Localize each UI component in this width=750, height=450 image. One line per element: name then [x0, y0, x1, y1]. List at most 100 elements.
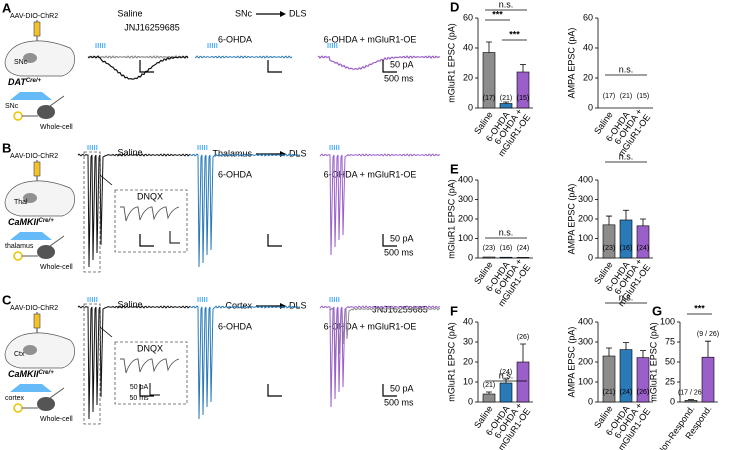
error-bar [503, 101, 509, 104]
brain-outline [4, 40, 76, 77]
recording-label: Whole-cell [40, 264, 73, 271]
scale-y-label: 50 pA [390, 233, 414, 243]
electrode [49, 387, 65, 399]
y-tick-label: 75 [665, 336, 675, 346]
error-bar [606, 347, 612, 356]
y-tick-label: 100 [578, 233, 593, 243]
scale-bar [139, 60, 154, 73]
y-tick-label: 200 [578, 213, 593, 223]
condition-label: 6-OHDA [218, 321, 252, 331]
y-tick-label: 400 [578, 174, 593, 184]
inset-scale-y: 50 pA [130, 384, 149, 391]
terminal [13, 403, 23, 413]
y-tick-label: 40 [463, 42, 473, 52]
bar [516, 71, 530, 109]
sig-label: n.s. [619, 292, 634, 302]
scale-x-label: 500 ms [384, 73, 414, 83]
n-label: (21) [620, 93, 632, 100]
scale-bar [139, 234, 154, 247]
condition-label: 6-OHDA [218, 34, 252, 44]
n-label: (24) [620, 389, 632, 396]
panel-letter: G [652, 303, 662, 318]
n-label: (17) [483, 95, 495, 102]
virus-label: AAV-DIO-ChR2 [10, 305, 58, 312]
cell [37, 245, 55, 259]
sig-label: *** [694, 303, 705, 313]
n-label: (24) [637, 245, 649, 252]
mouse-sup: Cre/+ [26, 78, 42, 84]
y-tick-label: 0 [588, 396, 593, 406]
condition-label: 6-OHDA + mGluR1-OE [324, 169, 417, 179]
virus-label: AAV-DIO-ChR2 [10, 153, 58, 160]
error-bar [640, 350, 646, 358]
y-tick-label: 50 [665, 356, 675, 366]
y-tick-label: 0 [468, 396, 473, 406]
pathway-from: Cortex [225, 300, 252, 310]
bar [636, 225, 650, 259]
zoom-line [99, 174, 113, 186]
n-label: (15) [637, 93, 649, 100]
light-cone [10, 232, 52, 240]
panel-letter: C [2, 292, 12, 307]
y-tick-label: 100 [660, 316, 675, 326]
mouse-line: CaMKIICre/+ [8, 369, 54, 379]
n-label: (21) [603, 389, 615, 396]
n-label: (24) [517, 245, 529, 252]
y-tick-label: 400 [458, 174, 473, 184]
y-axis-label: mGluR1 EPSC (pA) [446, 23, 456, 103]
panel-letter: B [2, 140, 11, 155]
arrow-head [280, 11, 286, 17]
n-label: (17 / 26) [678, 389, 704, 396]
n-label: (23) [483, 245, 495, 252]
condition-label: Saline [117, 299, 142, 309]
y-tick-label: 300 [578, 336, 593, 346]
stim-site-label: cortex [5, 395, 25, 402]
error-bar [520, 64, 526, 72]
recording-label: Whole-cell [40, 124, 73, 131]
trace-oe [319, 153, 441, 256]
sig-label: *** [509, 29, 520, 39]
trace-6ohda [189, 305, 301, 420]
trace-saline [87, 55, 189, 80]
scale-y-label: 50 pA [390, 59, 414, 69]
condition-label: 6-OHDA + mGluR1-OE [324, 34, 417, 44]
y-tick-label: 0 [670, 396, 675, 406]
scale-y-label: 50 pA [390, 383, 414, 393]
y-tick-label: 400 [578, 316, 593, 326]
bar [516, 257, 530, 259]
y-tick-label: 0 [588, 102, 593, 112]
condition-label: Saline [117, 147, 142, 157]
bar [482, 393, 496, 403]
mouse-line: DATCre/+ [8, 77, 42, 87]
stim-site-label: thalamus [5, 243, 34, 250]
n-label: (16) [500, 245, 512, 252]
pathway-from: Thalamus [212, 148, 252, 158]
n-label: (21) [500, 95, 512, 102]
y-tick-label: 0 [468, 102, 473, 112]
error-bar [623, 342, 629, 350]
error-bar [705, 340, 711, 358]
y-tick-label: 0 [588, 252, 593, 262]
light-cone [10, 92, 52, 100]
stim-site-label: SNc [5, 103, 19, 110]
inset-trace [120, 206, 180, 222]
bar [499, 382, 513, 403]
brain-region [23, 345, 37, 355]
error-bar [623, 209, 629, 220]
arrow-head [280, 151, 286, 157]
sig-label: n.s. [499, 0, 514, 9]
light-cone [10, 384, 52, 392]
y-axis-label: mGluR1 EPSC (pA) [446, 179, 456, 259]
inset-scale [169, 231, 180, 244]
error-bar [606, 215, 612, 225]
scale-bar [382, 234, 397, 247]
zoom-box [83, 151, 101, 273]
n-label: (26) [517, 334, 529, 341]
zoom-line [99, 326, 113, 338]
bar [482, 256, 496, 259]
syringe-body [33, 161, 41, 177]
trace-6ohda [189, 153, 301, 268]
sig-label: n.s. [499, 370, 514, 380]
y-axis-label: AMPA EPSC (pA) [566, 184, 576, 255]
y-tick-label: 40 [583, 42, 593, 52]
